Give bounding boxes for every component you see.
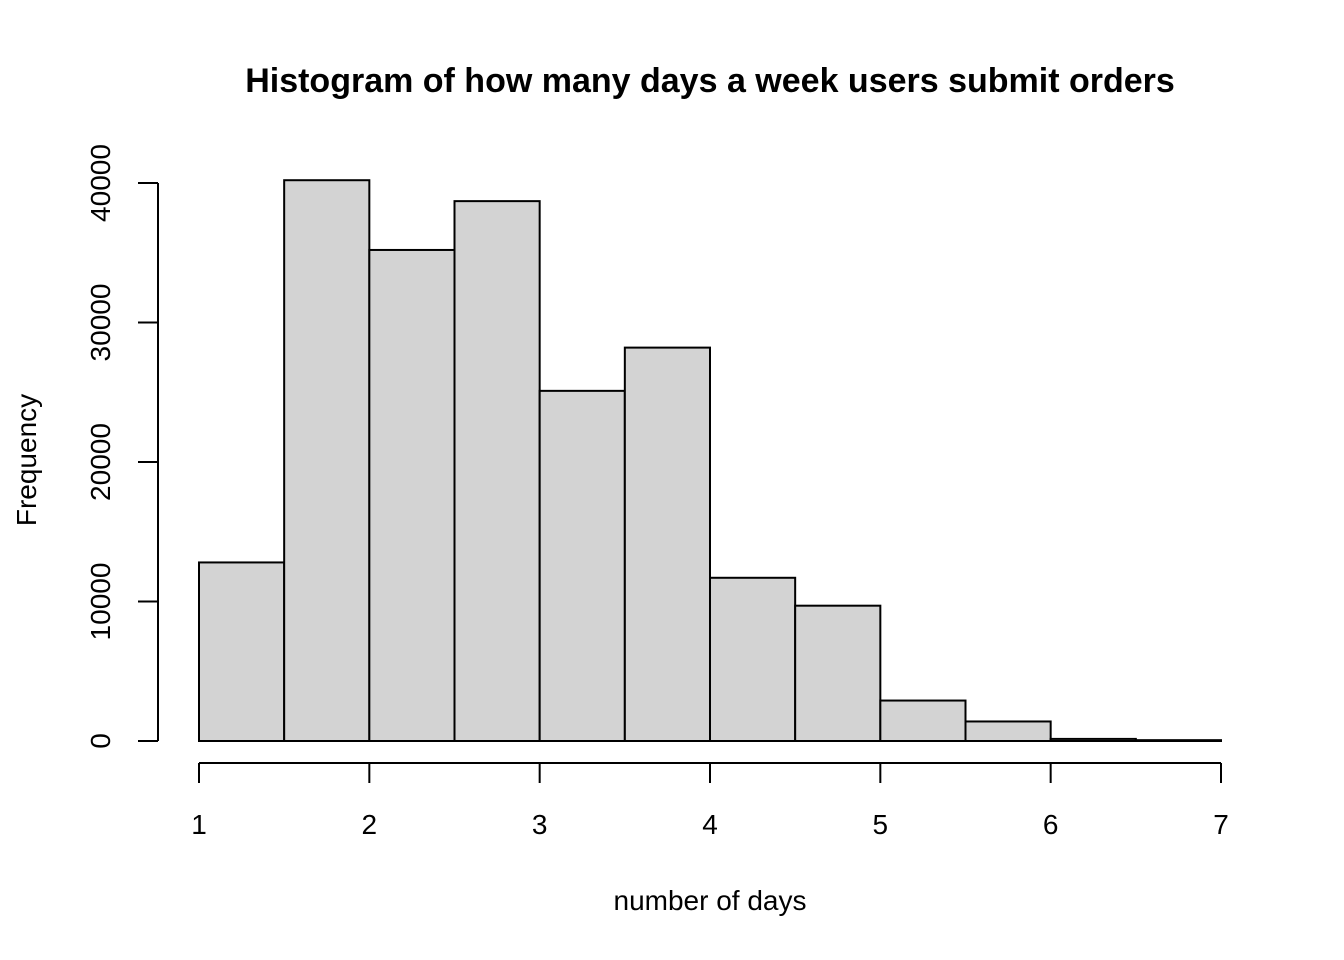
x-tick-label: 1 bbox=[191, 809, 207, 840]
y-tick-label: 0 bbox=[85, 733, 116, 749]
histogram-bar-12 bbox=[1134, 739, 1223, 743]
y-tick-label: 10000 bbox=[85, 563, 116, 641]
x-tick-label: 4 bbox=[702, 809, 718, 840]
histogram-bar-4 bbox=[453, 200, 541, 742]
x-tick-label: 3 bbox=[532, 809, 548, 840]
x-tick-label: 5 bbox=[873, 809, 889, 840]
histogram-bar-9 bbox=[879, 699, 967, 742]
histogram-bar-10 bbox=[964, 720, 1052, 742]
histogram-bar-2 bbox=[283, 179, 371, 742]
histogram-bar-6 bbox=[623, 346, 711, 742]
y-tick-label: 30000 bbox=[85, 284, 116, 362]
y-axis-label: Frequency bbox=[11, 394, 42, 526]
histogram-bar-11 bbox=[1049, 737, 1137, 742]
x-tick-label: 6 bbox=[1043, 809, 1059, 840]
histogram-bar-1 bbox=[198, 561, 286, 742]
histogram-bar-8 bbox=[794, 604, 882, 742]
x-axis-label: number of days bbox=[614, 885, 807, 916]
histogram-bar-5 bbox=[538, 389, 626, 742]
y-axis: 0 10000 20000 30000 40000 bbox=[85, 144, 159, 749]
x-tick-label: 2 bbox=[362, 809, 378, 840]
y-tick-label: 40000 bbox=[85, 144, 116, 222]
histogram-bar-7 bbox=[709, 576, 797, 742]
bars-layer bbox=[198, 179, 1223, 743]
y-tick-label: 20000 bbox=[85, 423, 116, 501]
x-axis: 1 2 3 4 5 6 7 bbox=[191, 762, 1229, 840]
chart-title: Histogram of how many days a week users … bbox=[245, 62, 1175, 100]
x-tick-label: 7 bbox=[1213, 809, 1229, 840]
histogram-bar-3 bbox=[368, 248, 456, 743]
